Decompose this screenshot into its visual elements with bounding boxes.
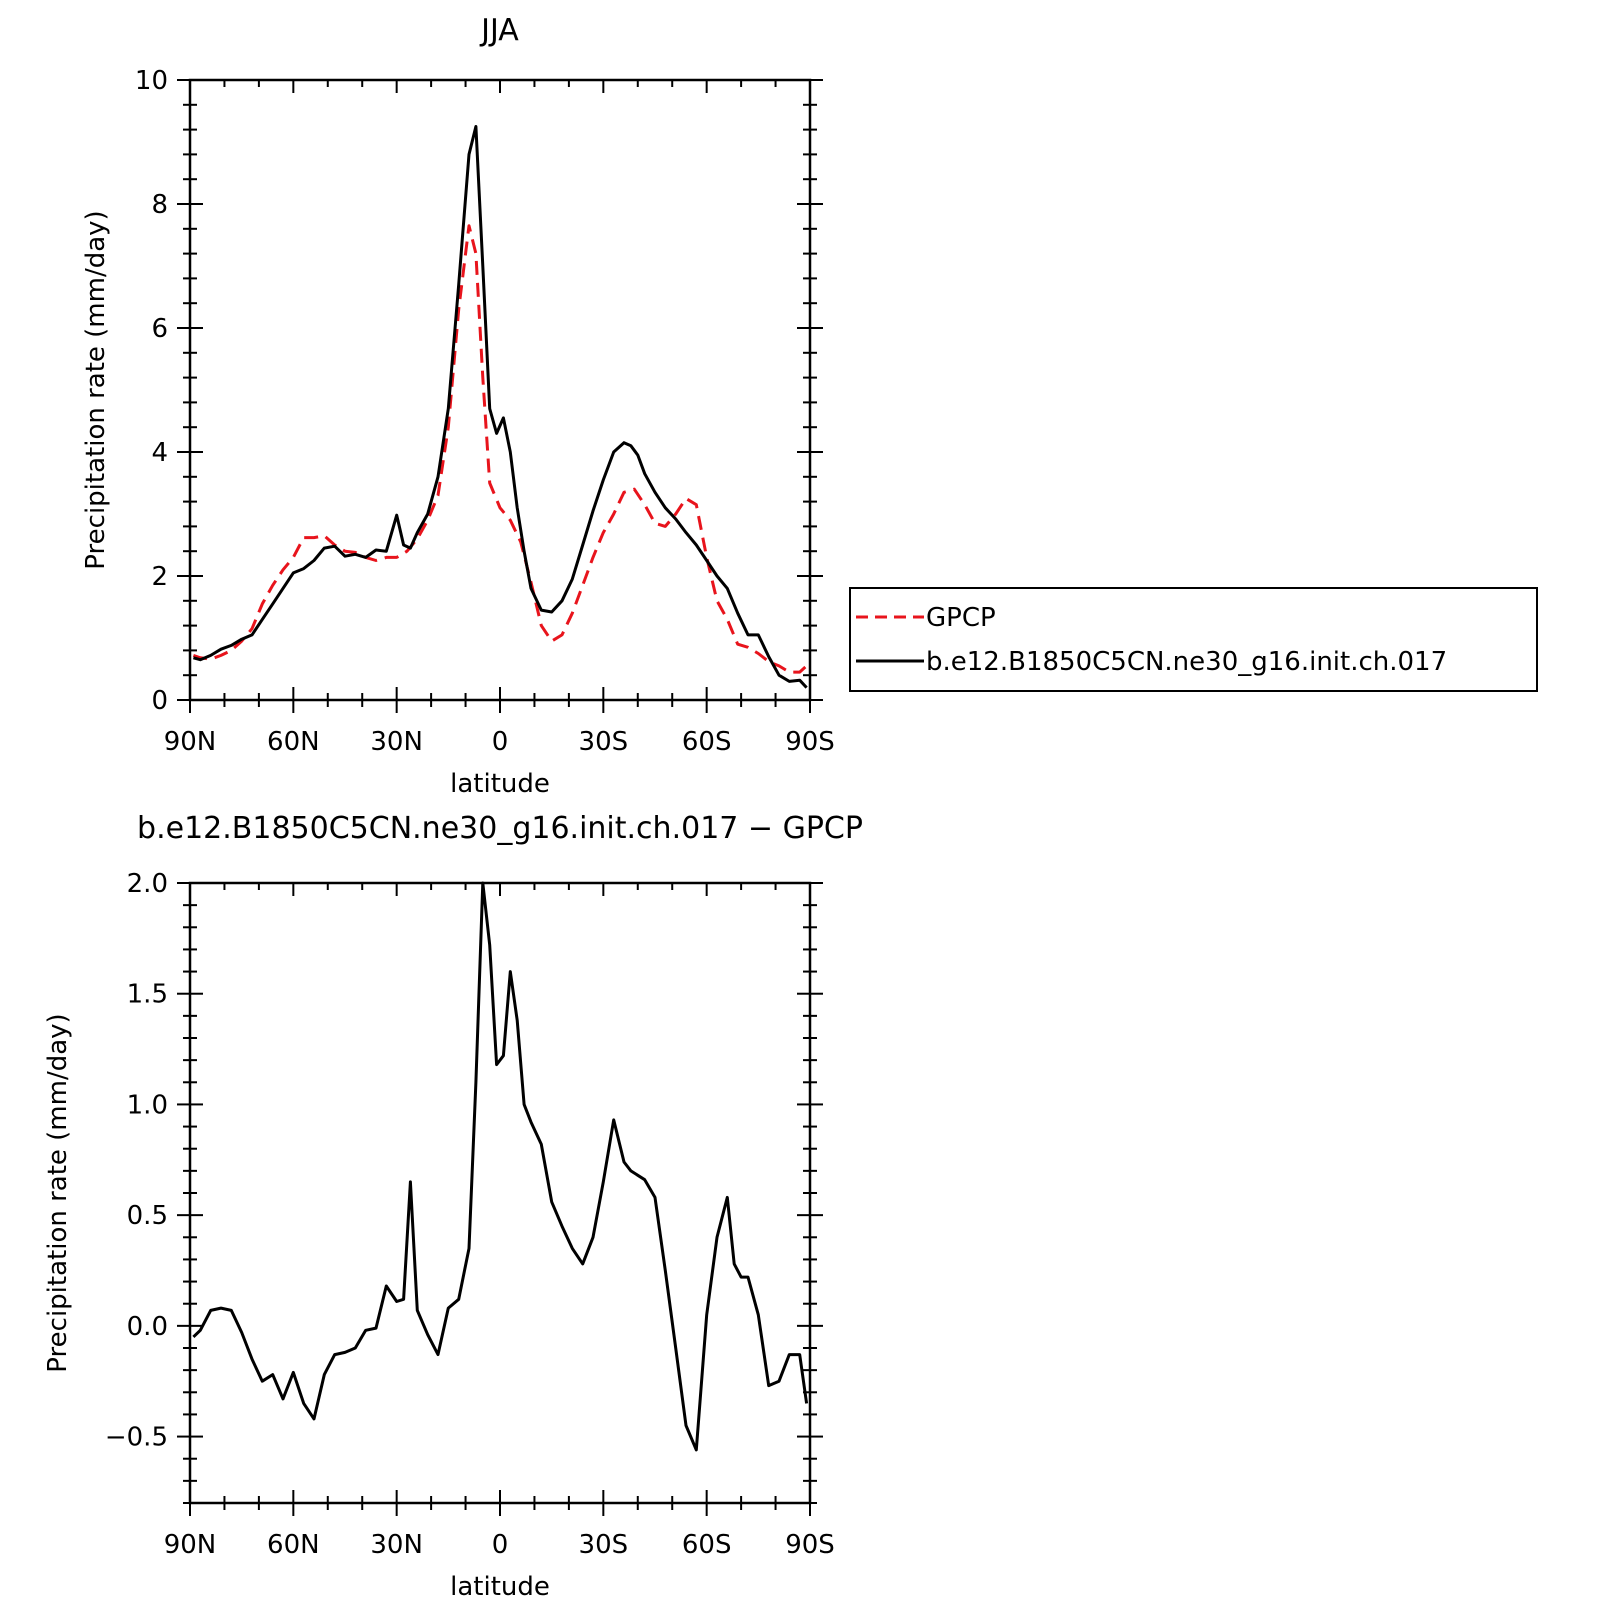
top-chart-title: JJA <box>479 13 519 48</box>
y-tick-label: 1.0 <box>127 1090 168 1120</box>
y-tick-label: 10 <box>135 66 168 96</box>
series-line-difference <box>192 881 809 1452</box>
y-tick-label: 0 <box>151 686 168 716</box>
x-tick-label: 60N <box>267 727 320 757</box>
x-tick-label: 90N <box>164 727 217 757</box>
top-chart-series <box>192 125 808 689</box>
top-chart-y-tick-labels: 0 2 4 6 8 10 <box>135 66 168 716</box>
x-tick-label: 0 <box>492 727 509 757</box>
bottom-chart-y-tick-labels: −0.5 0.0 0.5 1.0 1.5 2.0 <box>105 869 168 1453</box>
legend: GPCP b.e12.B1850C5CN.ne30_g16.init.ch.01… <box>849 587 1538 692</box>
top-chart-x-axis-label: latitude <box>450 769 550 799</box>
legend-label-gpcp: GPCP <box>926 603 996 633</box>
bottom-chart-title: b.e12.B1850C5CN.ne30_g16.init.ch.017 − G… <box>137 811 863 846</box>
y-tick-label: 4 <box>151 438 168 468</box>
x-tick-label: 30S <box>579 1530 629 1560</box>
y-tick-label: 0.5 <box>127 1201 168 1231</box>
bottom-chart-panel: b.e12.B1850C5CN.ne30_g16.init.ch.017 − G… <box>43 811 863 1602</box>
x-tick-label: 90S <box>785 1530 835 1560</box>
y-tick-label: −0.5 <box>105 1423 168 1453</box>
top-chart-ticks <box>177 79 823 713</box>
top-chart-panel: JJA 90N 60N 30N 0 30S 60S 90S 0 2 4 6 8 10 latitude… <box>81 13 835 799</box>
y-tick-label: 0.0 <box>127 1312 168 1342</box>
y-tick-label: 1.5 <box>127 980 168 1010</box>
legend-box <box>849 587 1538 692</box>
series-line-b-e12-b1850c5cn-ne30-g16-init-ch-017 <box>193 125 808 689</box>
x-tick-label: 60N <box>267 1530 320 1560</box>
y-tick-label: 6 <box>151 314 168 344</box>
y-tick-label: 8 <box>151 190 168 220</box>
top-chart-x-tick-labels: 90N 60N 30N 0 30S 60S 90S <box>164 727 835 757</box>
top-chart-y-axis-label: Precipitation rate (mm/day) <box>81 210 111 569</box>
x-tick-label: 90S <box>785 727 835 757</box>
x-tick-label: 30N <box>370 727 423 757</box>
x-tick-label: 30N <box>370 1530 423 1560</box>
y-tick-label: 2.0 <box>127 869 168 899</box>
legend-label-model: b.e12.B1850C5CN.ne30_g16.init.ch.017 <box>926 647 1447 677</box>
x-tick-label: 30S <box>579 727 629 757</box>
bottom-chart-x-tick-labels: 90N 60N 30N 0 30S 60S 90S <box>164 1530 835 1560</box>
bottom-chart-series <box>192 881 809 1452</box>
x-tick-label: 0 <box>492 1530 509 1560</box>
x-tick-label: 60S <box>682 727 732 757</box>
bottom-chart-x-axis-label: latitude <box>450 1572 550 1602</box>
series-line-gpcp <box>192 224 808 674</box>
x-tick-label: 60S <box>682 1530 732 1560</box>
bottom-chart-y-axis-label: Precipitation rate (mm/day) <box>43 1013 73 1372</box>
x-tick-label: 90N <box>164 1530 217 1560</box>
y-tick-label: 2 <box>151 562 168 592</box>
bottom-chart-frame <box>188 881 812 1505</box>
top-chart-frame <box>188 78 812 702</box>
